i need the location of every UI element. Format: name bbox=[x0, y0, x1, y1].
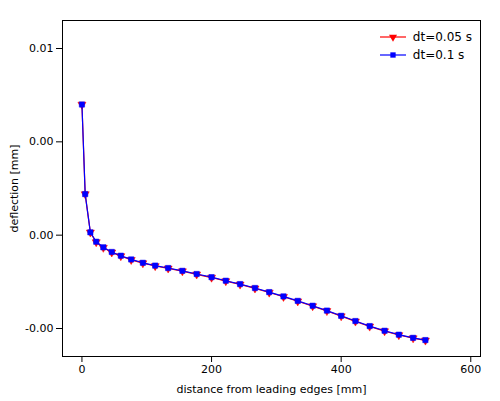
svg-text:0.00: 0.00 bbox=[29, 135, 54, 148]
svg-text:deflection [mm]: deflection [mm] bbox=[8, 144, 21, 232]
svg-text:400: 400 bbox=[331, 363, 352, 376]
html-text:dt=0.1 s: dt=0.1 s bbox=[412, 48, 465, 62]
svg-text:600: 600 bbox=[460, 363, 481, 376]
svg-text:distance from leading edges [m: distance from leading edges [mm] bbox=[177, 383, 367, 396]
svg-text:0.01: 0.01 bbox=[29, 42, 54, 55]
svg-text:-0.00: -0.00 bbox=[25, 322, 53, 335]
html-text:dt=0.05 s: dt=0.05 s bbox=[412, 30, 472, 44]
svg-text:200: 200 bbox=[201, 363, 222, 376]
svg-text:0: 0 bbox=[78, 363, 85, 376]
svg-text:0.00: 0.00 bbox=[29, 229, 54, 242]
